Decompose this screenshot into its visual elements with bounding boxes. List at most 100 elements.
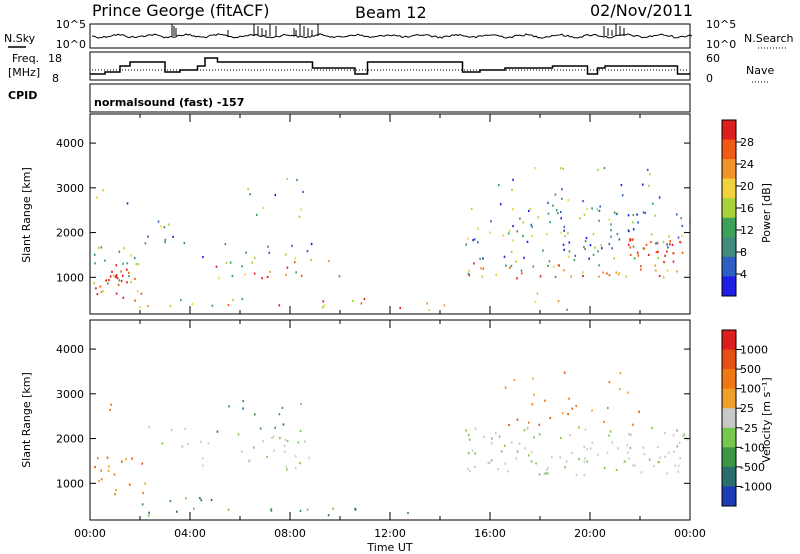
echo-cell <box>657 256 660 260</box>
echo-cell <box>104 259 106 262</box>
colorbar-tick-label: 25 <box>740 402 754 415</box>
echo-cell <box>504 386 507 389</box>
echo-cell <box>531 403 534 406</box>
echo-cell <box>515 260 517 263</box>
echo-cell <box>164 238 167 241</box>
x-tick-label: 20:00 <box>574 527 606 540</box>
echo-cell <box>513 379 516 382</box>
echo-cell <box>649 173 651 176</box>
echo-cell <box>98 480 100 483</box>
colorbar-swatch <box>722 447 736 468</box>
echo-cell <box>108 279 110 282</box>
echo-cell <box>563 248 565 251</box>
echo-cell <box>126 281 128 284</box>
echo-cell <box>641 183 644 186</box>
echo-cell <box>134 299 136 302</box>
echo-cell <box>629 246 632 249</box>
echo-cell <box>515 457 518 460</box>
echo-cell <box>677 236 680 239</box>
echo-cell <box>512 239 514 242</box>
echo-cell <box>271 436 273 440</box>
echo-cell <box>618 238 621 241</box>
echo-cell <box>508 232 510 235</box>
echo-cell <box>569 433 571 437</box>
velocity-panel-frame <box>89 319 691 521</box>
echo-cell <box>681 251 684 254</box>
echo-cell <box>638 410 640 413</box>
echo-cell <box>591 441 594 444</box>
echo-cell <box>674 464 677 467</box>
colorbar-swatch <box>722 330 736 351</box>
echo-cell <box>251 261 253 264</box>
echo-cell <box>283 450 286 453</box>
echo-cell <box>474 427 477 430</box>
echo-cell <box>115 489 117 492</box>
echo-cell <box>676 213 678 216</box>
echo-cell <box>134 277 136 280</box>
echo-cell <box>516 450 519 453</box>
echo-cell <box>632 464 634 467</box>
echo-cell <box>480 267 482 270</box>
noise-panel-frame <box>89 23 691 49</box>
echo-cell <box>247 187 249 191</box>
echo-cell <box>582 274 584 278</box>
echo-cell <box>562 167 564 170</box>
echo-cell <box>100 246 103 249</box>
echo-cell <box>615 271 617 274</box>
echo-cell <box>549 416 552 420</box>
colorbar-tick-label: 1000 <box>740 344 768 357</box>
echo-cell <box>322 300 325 303</box>
echo-cell <box>597 453 599 456</box>
echo-cell <box>679 240 681 244</box>
echo-cell <box>148 426 150 429</box>
echo-cell <box>509 266 511 269</box>
echo-cell <box>472 239 474 242</box>
echo-cell <box>669 243 671 246</box>
echo-cell <box>516 277 518 280</box>
echo-cell <box>557 300 560 303</box>
echo-cell <box>210 498 213 502</box>
echo-cell <box>564 466 566 469</box>
y-tick-label: 1000 <box>56 271 84 284</box>
date-title: 02/Nov/2011 <box>590 1 693 20</box>
echo-cell <box>241 265 243 268</box>
echo-cell <box>632 423 634 426</box>
echo-cell <box>642 446 645 449</box>
echo-cell <box>207 442 210 445</box>
echo-cell <box>583 460 586 463</box>
echo-cell <box>125 458 127 461</box>
echo-cell <box>499 203 502 206</box>
echo-cell <box>676 429 678 432</box>
echo-cell <box>161 442 164 445</box>
echo-cell <box>558 264 560 267</box>
echo-cell <box>627 243 630 246</box>
echo-cell <box>592 253 595 256</box>
echo-cell <box>490 459 493 462</box>
echo-cell <box>588 257 590 260</box>
echo-cell <box>216 430 219 433</box>
echo-cell <box>608 242 611 246</box>
echo-cell <box>487 461 490 465</box>
echo-cell <box>680 217 682 220</box>
echo-cell <box>644 247 646 250</box>
echo-cell <box>503 255 506 258</box>
echo-cell <box>575 473 578 476</box>
echo-cell <box>306 250 309 253</box>
echo-cell <box>93 281 95 285</box>
echo-cell <box>598 219 600 222</box>
echo-cell <box>666 269 669 272</box>
echo-cell <box>666 243 668 246</box>
echo-cell <box>533 393 535 396</box>
echo-cell <box>116 277 119 280</box>
echo-cell <box>112 274 115 277</box>
echo-cell <box>512 178 514 181</box>
colorbar-tick-label: -1000 <box>740 480 772 493</box>
echo-cell <box>655 251 658 254</box>
echo-cell <box>224 243 227 246</box>
echo-cell <box>110 403 112 406</box>
echo-cell <box>489 231 491 234</box>
echo-cell <box>510 264 513 267</box>
echo-cell <box>548 260 551 263</box>
echo-cell <box>282 423 285 426</box>
echo-cell <box>118 250 121 253</box>
